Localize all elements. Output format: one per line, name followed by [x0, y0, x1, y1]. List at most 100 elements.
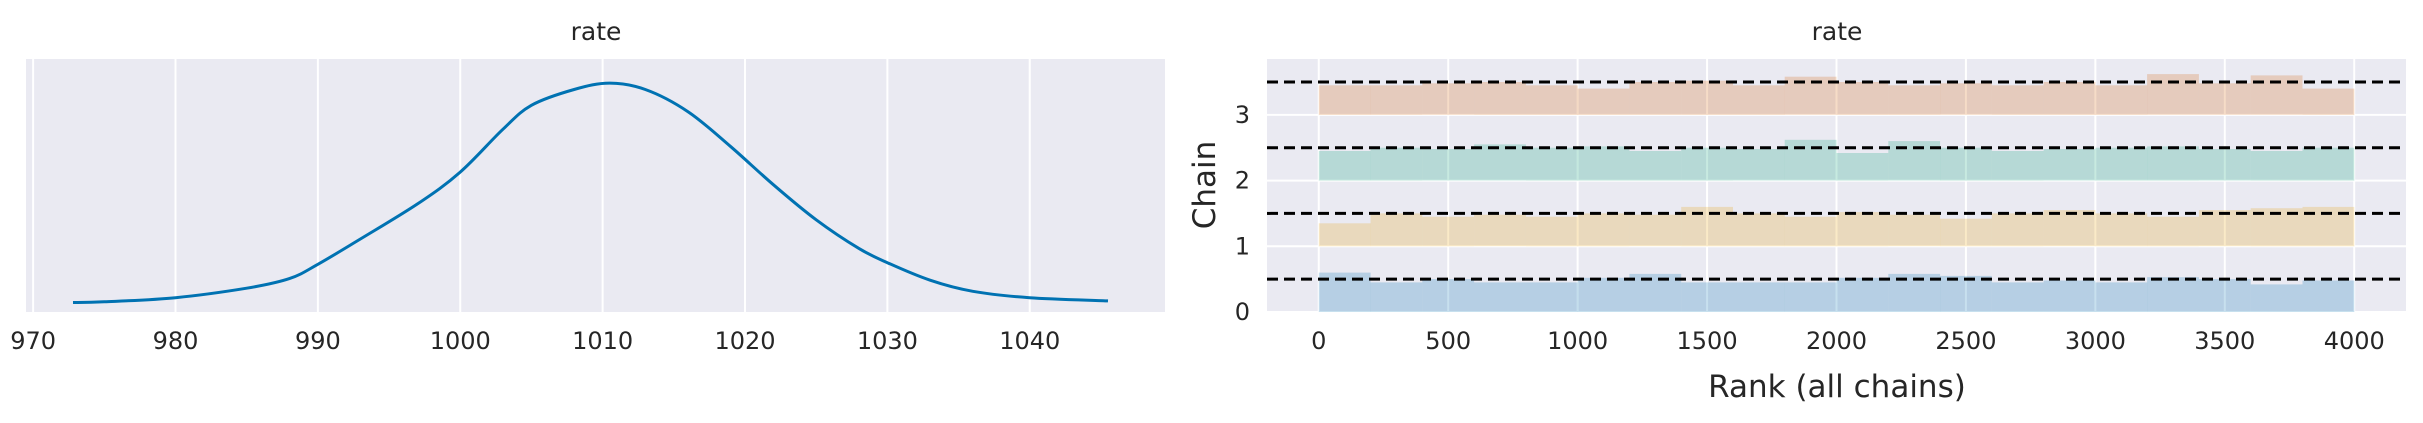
- rank-x-tick-label: 3000: [2065, 327, 2126, 355]
- rank-bar-chain-0: [1525, 282, 1578, 312]
- rank-bar-chain-3: [1318, 85, 1371, 115]
- rank-bar-chain-3: [1577, 88, 1630, 115]
- rank-x-tick-label: 2500: [1935, 327, 1996, 355]
- rank-bar-chain-2: [1370, 147, 1423, 181]
- rank-bar-chain-3: [2302, 88, 2355, 115]
- kde-x-tick-labels: 970 980 990 1000 1010 1020 1030 1040: [10, 327, 1060, 355]
- rank-bar-chain-0: [2250, 284, 2303, 312]
- rank-y-tick-label: 1: [1235, 232, 1250, 260]
- rank-bar-chain-3: [1991, 85, 2044, 115]
- rank-bar-chain-0: [1784, 282, 1837, 312]
- rank-bar-chain-3: [1370, 85, 1423, 115]
- rank-bar-chain-1: [2043, 210, 2096, 247]
- rank-bar-chain-1: [1836, 212, 1889, 247]
- rank-bar-chain-1: [1629, 214, 1682, 247]
- rank-reference-lines: [1267, 80, 2406, 281]
- rank-bar-chain-2: [1318, 151, 1371, 181]
- rank-bar-chain-0: [2147, 277, 2199, 312]
- rank-panel: 0 500 1000 1500 2000 2500 3000 3500 4000 0 1 2 3 ra…: [1187, 17, 2406, 405]
- rank-bar-chain-1: [1577, 213, 1630, 247]
- rank-bar-chain-3: [1784, 76, 1837, 115]
- kde-x-tick-label: 1010: [572, 327, 633, 355]
- kde-plot-area: [26, 59, 1165, 312]
- rank-bar-chain-2: [1991, 151, 2044, 181]
- rank-grid: [1267, 59, 2406, 313]
- rank-bar-chain-1: [1681, 206, 1733, 247]
- rank-x-axis-label: Rank (all chains): [1708, 369, 1966, 405]
- rank-x-tick-label: 4000: [2324, 327, 2385, 355]
- rank-bar-chain-2: [1629, 151, 1682, 181]
- rank-bar-chain-2: [1681, 147, 1733, 181]
- rank-bar-chain-0: [1422, 279, 1475, 312]
- rank-bar-chain-1: [1422, 216, 1475, 247]
- rank-bar-chain-1: [1474, 214, 1526, 247]
- rank-bar-chain-1: [1888, 214, 1941, 247]
- kde-curve: [72, 81, 1109, 304]
- rank-title: rate: [1812, 17, 1863, 46]
- rank-bar-chain-3: [2095, 85, 2148, 115]
- rank-bar-chain-3: [1629, 82, 1682, 115]
- rank-bar-chain-0: [1836, 277, 1889, 312]
- rank-bar-chain-2: [2302, 147, 2355, 181]
- rank-bar-chain-3: [1681, 80, 1733, 115]
- rank-bar-chain-2: [1525, 147, 1578, 181]
- kde-title: rate: [571, 17, 622, 46]
- rank-bar-chain-2: [1733, 149, 1785, 181]
- rank-bar-chain-2: [1940, 147, 1992, 181]
- rank-bar-chain-2: [1836, 153, 1889, 181]
- rank-bar-chain-2: [2198, 149, 2251, 181]
- kde-x-tick-label: 1000: [430, 327, 491, 355]
- rank-bar-chain-2: [1784, 139, 1837, 181]
- rank-bar-chain-1: [1525, 216, 1578, 247]
- kde-grid: [32, 59, 1031, 312]
- rank-x-tick-label: 500: [1425, 327, 1471, 355]
- rank-bar-chain-2: [1577, 146, 1630, 181]
- kde-x-tick-label: 990: [295, 327, 341, 355]
- kde-x-tick-label: 1030: [857, 327, 918, 355]
- rank-bar-chain-1: [1733, 213, 1785, 247]
- rank-bar-chain-0: [1577, 277, 1630, 312]
- rank-bar-chain-2: [1422, 149, 1475, 181]
- rank-bar-chain-0: [1474, 282, 1526, 312]
- rank-bar-chain-3: [1422, 83, 1475, 115]
- rank-bar-chain-2: [2147, 146, 2199, 181]
- rank-x-tick-label: 1500: [1677, 327, 1738, 355]
- kde-x-tick-label: 970: [10, 327, 56, 355]
- kde-panel: 970 980 990 1000 1010 1020 1030 1040 rate: [10, 17, 1165, 355]
- rank-bar-chain-3: [1474, 82, 1526, 115]
- rank-bar-chain-2: [2043, 149, 2096, 181]
- rank-x-tick-label: 2000: [1806, 327, 1867, 355]
- rank-bar-chain-0: [1629, 273, 1682, 312]
- rank-y-tick-label: 0: [1235, 298, 1250, 326]
- rank-bar-chain-1: [1940, 218, 1992, 247]
- rank-bar-chain-1: [2147, 216, 2199, 247]
- rank-bar-chain-3: [1733, 85, 1785, 115]
- rank-y-axis-label: Chain: [1187, 141, 1223, 230]
- rank-bar-chain-0: [2095, 282, 2148, 312]
- rank-bar-chain-0: [2043, 280, 2096, 312]
- rank-x-tick-labels: 0 500 1000 1500 2000 2500 3000 3500 4000: [1311, 327, 2385, 355]
- rank-bar-chain-0: [2198, 279, 2251, 312]
- rank-bar-chain-1: [1784, 216, 1837, 247]
- rank-bar-chain-0: [1991, 282, 2044, 312]
- rank-bar-chain-3: [2147, 74, 2199, 115]
- rank-bar-chain-0: [1733, 282, 1785, 312]
- rank-bar-chain-1: [1991, 213, 2044, 247]
- rank-x-tick-label: 0: [1311, 327, 1326, 355]
- rank-bar-chain-2: [2095, 147, 2148, 181]
- rank-bar-chain-3: [2043, 82, 2096, 115]
- rank-bar-chain-1: [2198, 210, 2251, 247]
- rank-bar-chain-1: [1370, 213, 1423, 247]
- rank-bar-chain-0: [1940, 275, 1992, 312]
- rank-bar-chain-2: [2250, 151, 2303, 181]
- rank-bar-chain-1: [2095, 213, 2148, 247]
- rank-bar-chain-3: [1888, 85, 1941, 115]
- kde-x-tick-label: 1040: [999, 327, 1060, 355]
- kde-x-tick-label: 1020: [714, 327, 775, 355]
- rank-bar-chain-2: [1474, 144, 1526, 181]
- rank-bar-chain-3: [2198, 83, 2251, 115]
- rank-bar-chain-0: [1370, 282, 1423, 312]
- rank-y-tick-label: 3: [1235, 101, 1250, 129]
- rank-x-tick-label: 1000: [1547, 327, 1608, 355]
